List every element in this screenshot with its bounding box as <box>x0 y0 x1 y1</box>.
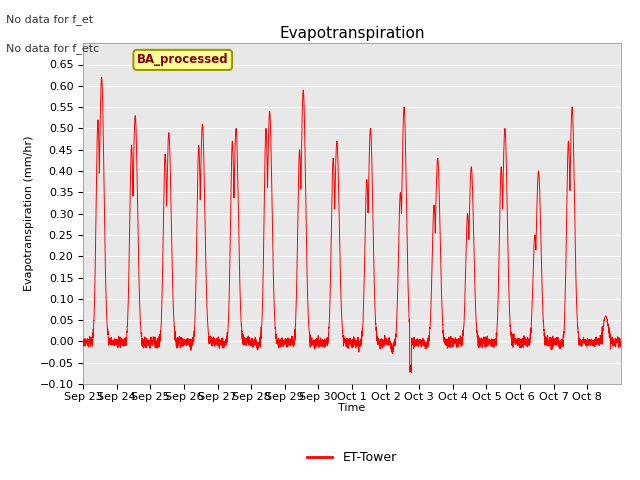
Text: No data for f_et: No data for f_et <box>6 14 93 25</box>
Text: No data for f_etc: No data for f_etc <box>6 43 100 54</box>
X-axis label: Time: Time <box>339 403 365 413</box>
Y-axis label: Evapotranspiration (mm/hr): Evapotranspiration (mm/hr) <box>24 136 34 291</box>
Legend: ET-Tower: ET-Tower <box>302 446 402 469</box>
Text: BA_processed: BA_processed <box>137 53 228 66</box>
Title: Evapotranspiration: Evapotranspiration <box>279 25 425 41</box>
